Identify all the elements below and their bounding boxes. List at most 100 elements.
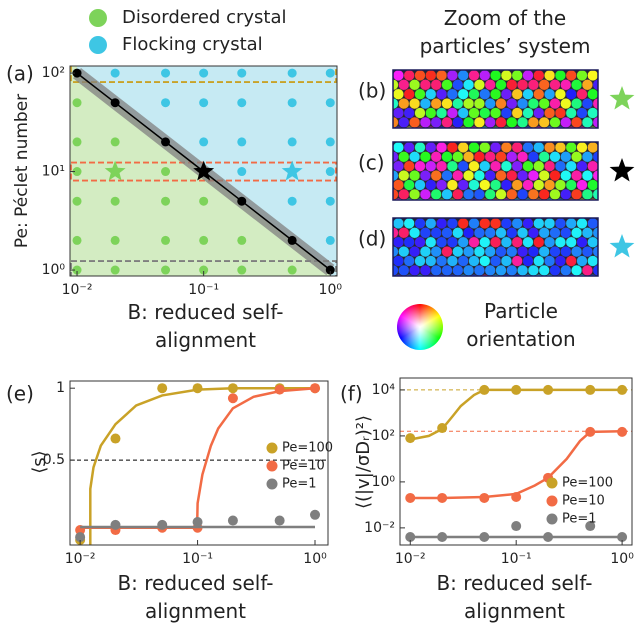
particle	[533, 236, 545, 248]
point	[617, 384, 628, 395]
point	[310, 509, 321, 520]
particle	[495, 188, 507, 200]
particle	[452, 151, 464, 163]
particle	[604, 246, 615, 257]
particle	[430, 245, 442, 258]
legend-label: Pe=10	[562, 494, 605, 509]
particle	[576, 160, 588, 172]
particle	[468, 70, 480, 82]
particle	[479, 70, 491, 82]
particle	[527, 188, 540, 200]
particle	[570, 116, 583, 128]
particle	[581, 245, 594, 258]
legend-label: Pe=1	[282, 477, 317, 492]
particle	[527, 79, 540, 91]
particle	[549, 169, 561, 182]
particle	[403, 107, 415, 119]
particle	[398, 79, 410, 91]
fit-line	[80, 386, 316, 529]
particle	[592, 169, 598, 182]
point	[237, 137, 247, 147]
point	[437, 423, 448, 434]
particle	[527, 245, 540, 258]
particle	[506, 169, 518, 182]
particle	[522, 107, 534, 119]
panel-label: (d)	[358, 227, 386, 251]
particle	[446, 142, 459, 154]
particle	[457, 160, 469, 172]
particle	[592, 264, 598, 276]
plot-area	[400, 384, 632, 543]
particle	[516, 79, 529, 91]
point	[72, 68, 82, 78]
y-axis-label: ⟨(|v|/σDᵣ)²⟩	[353, 415, 374, 509]
particle	[419, 116, 432, 128]
particle	[473, 169, 486, 182]
particle	[398, 227, 410, 239]
particle	[560, 97, 572, 110]
point	[325, 265, 335, 275]
point	[110, 433, 121, 444]
particle	[587, 70, 598, 82]
x-axis-label: B: reduced self-alignment	[436, 571, 593, 623]
particle	[425, 179, 437, 191]
particle	[522, 255, 534, 267]
particle	[570, 97, 583, 110]
particle	[500, 179, 513, 191]
particle	[587, 142, 598, 154]
particle	[527, 227, 540, 239]
particle	[538, 188, 550, 200]
particle	[565, 88, 577, 100]
point	[237, 265, 247, 275]
particle	[565, 236, 577, 248]
particle	[549, 151, 561, 163]
point	[110, 235, 120, 245]
particle	[408, 264, 421, 276]
particle	[495, 79, 507, 91]
point	[199, 235, 209, 245]
particle	[506, 227, 518, 239]
x-axis-label: B: reduced self-alignment	[117, 571, 274, 623]
particle	[484, 151, 496, 163]
particle	[430, 264, 442, 276]
particle	[408, 169, 421, 182]
point	[72, 196, 82, 206]
legend-marker	[546, 495, 558, 507]
particle	[452, 97, 464, 110]
point	[157, 519, 168, 530]
point	[287, 265, 297, 275]
particle	[527, 151, 540, 163]
point	[617, 532, 628, 543]
particle	[462, 245, 475, 258]
point	[437, 492, 448, 503]
legend-label: Pe=100	[282, 441, 333, 456]
particle	[468, 255, 480, 267]
particle	[576, 255, 588, 267]
point	[72, 137, 82, 147]
particle	[430, 227, 442, 239]
particle	[489, 255, 502, 267]
particle	[479, 255, 491, 267]
particle	[581, 264, 594, 276]
particle	[533, 107, 545, 119]
x-tick-label: 10⁰	[319, 282, 343, 298]
particle	[533, 160, 545, 172]
fit-line	[89, 386, 315, 545]
particle	[516, 245, 529, 258]
particle	[419, 151, 432, 163]
particle	[592, 97, 598, 110]
particle	[414, 218, 426, 230]
particle	[511, 107, 523, 119]
particle	[538, 264, 550, 276]
particle	[425, 142, 437, 154]
point	[227, 383, 238, 394]
particle	[435, 179, 448, 191]
band	[70, 161, 337, 182]
particle	[457, 142, 469, 154]
point	[310, 383, 321, 394]
particle	[393, 160, 405, 172]
particle	[597, 112, 598, 114]
y-tick-label: 10⁰	[42, 262, 66, 278]
point	[585, 384, 596, 395]
